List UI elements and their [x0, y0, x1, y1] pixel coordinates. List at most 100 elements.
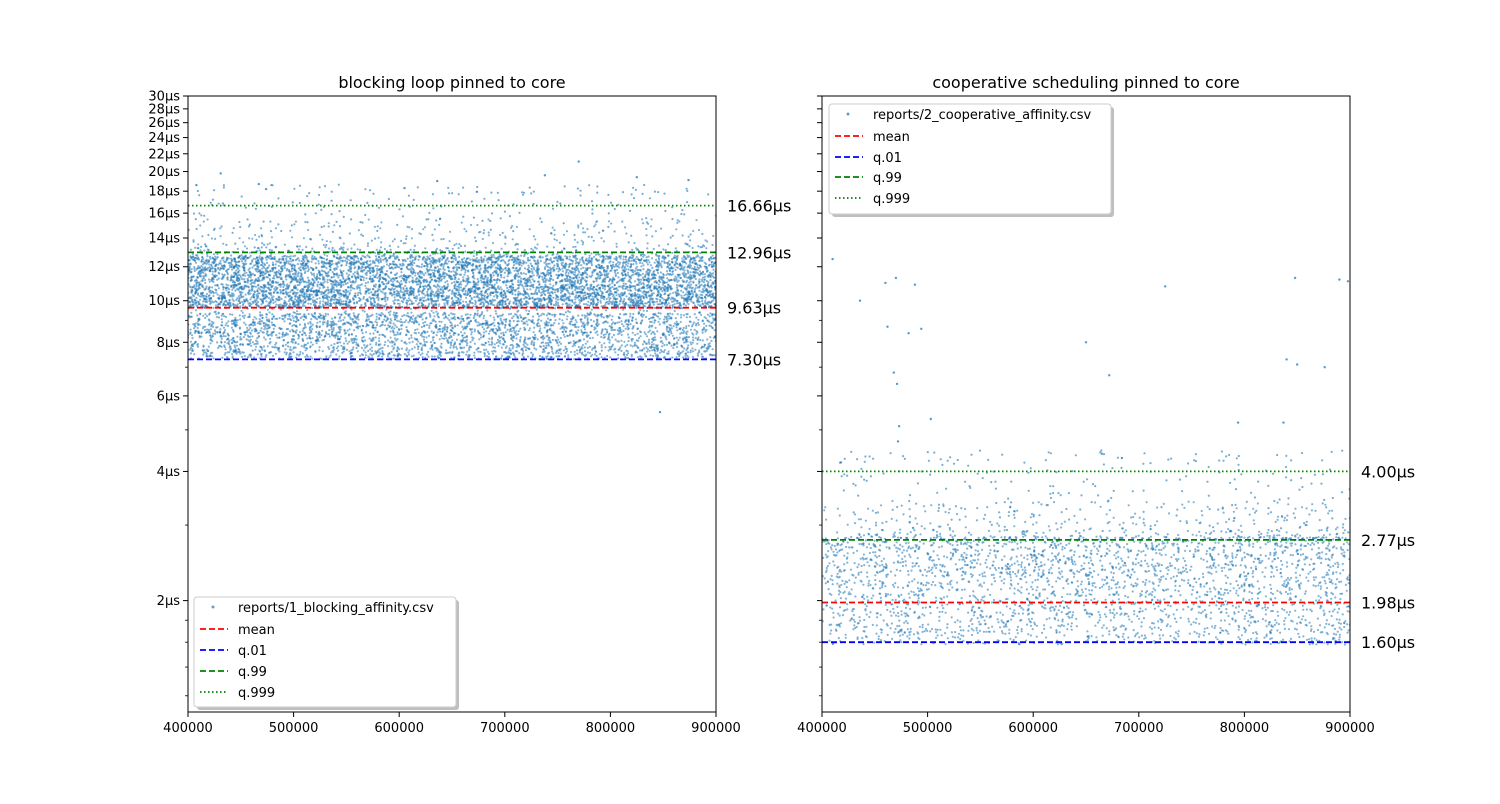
scatter-point: [675, 284, 679, 287]
scatter-point: [486, 322, 489, 325]
scatter-point: [261, 348, 264, 351]
scatter-point: [189, 352, 193, 355]
scatter-point: [541, 355, 544, 358]
scatter-point: [239, 332, 242, 335]
scatter-point: [257, 296, 260, 299]
scatter-point: [320, 317, 323, 320]
scatter-point: [399, 318, 402, 321]
scatter-point: [589, 355, 593, 358]
scatter-point: [357, 291, 360, 294]
scatter-point: [189, 346, 193, 349]
scatter-point: [395, 326, 398, 329]
scatter-point: [348, 305, 351, 308]
scatter-point: [379, 352, 382, 355]
scatter-point: [209, 336, 212, 339]
scatter-point: [448, 332, 451, 335]
scatter-point: [403, 314, 406, 317]
scatter-point: [473, 351, 476, 354]
scatter-point: [696, 338, 699, 341]
scatter-point: [492, 328, 495, 331]
scatter-point: [306, 342, 309, 345]
scatter-point: [361, 332, 364, 335]
scatter-point: [195, 287, 198, 290]
scatter-point: [695, 330, 698, 333]
scatter-point: [310, 341, 313, 344]
scatter-point: [512, 345, 515, 348]
scatter-point: [273, 287, 276, 290]
scatter-point: [298, 323, 301, 326]
scatter-point: [265, 290, 268, 293]
scatter-point: [249, 342, 252, 345]
scatter-point: [334, 336, 337, 339]
scatter-point: [483, 328, 486, 331]
scatter-point: [688, 315, 692, 318]
scatter-point: [604, 346, 607, 349]
scatter-point: [456, 324, 459, 327]
scatter-point: [667, 302, 670, 305]
scatter-point: [344, 310, 347, 313]
scatter-point: [211, 325, 215, 328]
scatter-point: [407, 331, 410, 334]
scatter-point: [468, 323, 471, 326]
scatter-point: [259, 350, 262, 353]
scatter-point: [294, 320, 298, 323]
scatter-point: [381, 346, 384, 349]
scatter-point: [343, 347, 346, 350]
scatter-point: [421, 335, 424, 338]
scatter-point: [648, 326, 651, 329]
scatter-point: [703, 316, 706, 319]
scatter-point: [395, 294, 398, 297]
scatter-point: [317, 332, 320, 335]
scatter-point: [248, 340, 251, 343]
scatter-point: [399, 296, 402, 299]
scatter-point: [369, 348, 372, 351]
scatter-point: [399, 287, 403, 290]
scatter-point: [611, 315, 614, 318]
scatter-point: [422, 299, 425, 302]
scatter-point: [341, 351, 344, 354]
scatter-point: [433, 355, 436, 358]
scatter-point: [275, 334, 278, 337]
scatter-point: [283, 320, 286, 323]
scatter-point: [336, 301, 339, 304]
scatter-point: [625, 323, 628, 326]
scatter-point: [466, 317, 469, 320]
scatter-point: [297, 303, 300, 306]
scatter-point: [578, 351, 582, 354]
scatter-point: [229, 295, 232, 298]
scatter-point: [700, 290, 703, 294]
scatter-point: [529, 327, 532, 330]
scatter-point: [205, 331, 208, 334]
scatter-point: [623, 340, 626, 343]
scatter-point: [466, 342, 469, 345]
scatter-point: [586, 323, 589, 326]
scatter-point: [654, 326, 657, 329]
scatter-point: [313, 311, 316, 315]
scatter-point: [369, 353, 372, 356]
scatter-point: [265, 316, 268, 319]
scatter-point: [356, 322, 359, 325]
scatter-point: [548, 291, 551, 295]
scatter-point: [328, 347, 331, 350]
scatter-point: [698, 311, 701, 314]
scatter-point: [419, 283, 422, 287]
scatter-point: [412, 354, 415, 357]
scatter-point: [609, 287, 612, 290]
scatter-point: [443, 312, 446, 315]
scatter-point: [556, 341, 559, 345]
scatter-point: [410, 334, 413, 337]
scatter-point: [521, 352, 525, 355]
scatter-point: [436, 290, 439, 293]
scatter-point: [229, 301, 232, 304]
scatter-point: [624, 345, 627, 348]
scatter-point: [267, 302, 270, 305]
scatter-point: [504, 346, 507, 349]
scatter-point: [192, 323, 195, 326]
scatter-point: [493, 324, 496, 327]
scatter-point: [453, 342, 456, 345]
scatter-point: [523, 326, 526, 329]
scatter-point: [476, 309, 479, 312]
scatter-point: [369, 343, 372, 346]
scatter-point: [556, 290, 559, 293]
scatter-point: [278, 332, 281, 335]
